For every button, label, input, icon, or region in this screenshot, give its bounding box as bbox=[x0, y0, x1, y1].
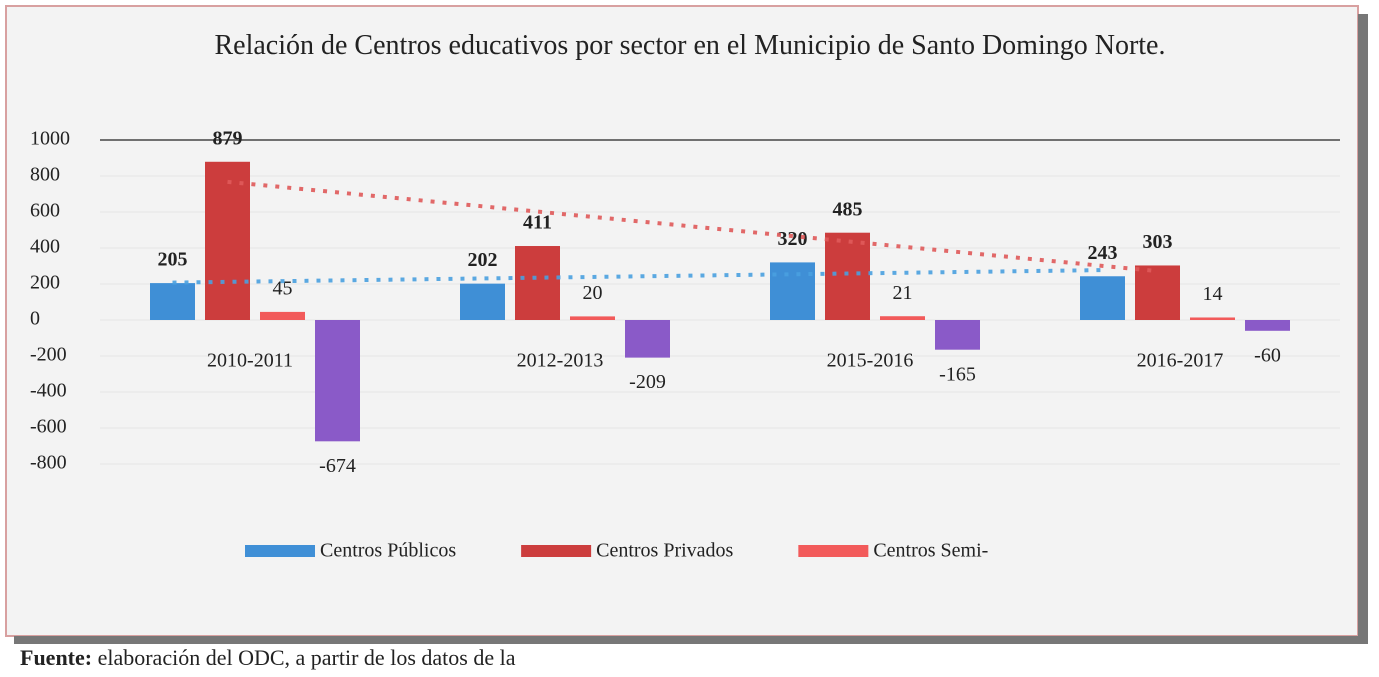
data-label: 320 bbox=[778, 228, 808, 250]
bar bbox=[880, 316, 925, 320]
data-label: 243 bbox=[1088, 242, 1118, 264]
data-label: 45 bbox=[273, 277, 293, 299]
source-text: elaboración del ODC, a partir de los dat… bbox=[98, 645, 516, 670]
source: Fuente: elaboración del ODC, a partir de… bbox=[20, 645, 516, 670]
bar bbox=[315, 320, 360, 442]
legend-swatch bbox=[521, 545, 592, 557]
data-label: 303 bbox=[1143, 231, 1173, 253]
y-tick-label: -200 bbox=[30, 344, 67, 366]
bar bbox=[825, 232, 870, 320]
y-tick-label: -400 bbox=[30, 380, 67, 402]
data-label: -674 bbox=[319, 455, 356, 477]
chart-title: Relación de Centros educativos por secto… bbox=[214, 30, 1166, 61]
legend-swatch bbox=[798, 545, 869, 557]
data-label: 14 bbox=[1203, 283, 1223, 305]
bar bbox=[260, 311, 305, 320]
y-tick-label: 0 bbox=[30, 308, 40, 330]
y-tick-label: -600 bbox=[30, 416, 67, 438]
data-label: -165 bbox=[939, 363, 976, 385]
bar bbox=[935, 320, 980, 350]
x-tick-label: 2010-2011 bbox=[207, 350, 293, 372]
source-label: Fuente: bbox=[20, 645, 92, 670]
bar bbox=[515, 246, 560, 320]
x-tick-label: 2015-2016 bbox=[827, 350, 914, 372]
bar bbox=[625, 320, 670, 358]
frame-shadow bbox=[1358, 14, 1368, 642]
y-tick-label: 800 bbox=[30, 164, 60, 186]
chart-frame bbox=[5, 5, 1359, 637]
bar bbox=[1135, 265, 1180, 320]
x-tick-label: 2012-2013 bbox=[517, 350, 604, 372]
legend-label: Centros Semi- bbox=[873, 540, 988, 562]
data-label: 205 bbox=[158, 249, 188, 271]
data-label: 202 bbox=[468, 249, 498, 271]
data-label: 411 bbox=[523, 212, 552, 234]
y-tick-label: 1000 bbox=[30, 128, 70, 150]
title-box: Relación de Centros educativos por secto… bbox=[214, 30, 1166, 61]
bar bbox=[1190, 317, 1235, 320]
bar bbox=[460, 283, 505, 320]
bar bbox=[570, 316, 615, 320]
frame-shadow bbox=[14, 636, 1368, 644]
y-tick-label: -800 bbox=[30, 452, 67, 474]
data-label: 879 bbox=[213, 127, 243, 149]
bar bbox=[770, 262, 815, 320]
bar bbox=[205, 161, 250, 320]
data-label: -209 bbox=[629, 371, 666, 393]
legend-label: Centros Privados bbox=[596, 540, 733, 562]
data-label: -60 bbox=[1254, 344, 1281, 366]
bar bbox=[150, 283, 195, 320]
x-tick-label: 2016-2017 bbox=[1137, 350, 1224, 372]
bar bbox=[1080, 276, 1125, 320]
legend-swatch bbox=[245, 545, 315, 557]
bar bbox=[1245, 320, 1290, 331]
data-label: 21 bbox=[893, 282, 913, 304]
legend-label: Centros Públicos bbox=[320, 540, 456, 562]
y-tick-label: 400 bbox=[30, 236, 60, 258]
y-tick-label: 600 bbox=[30, 200, 60, 222]
data-label: 20 bbox=[583, 282, 603, 304]
y-tick-label: 200 bbox=[30, 272, 60, 294]
data-label: 485 bbox=[833, 198, 863, 220]
